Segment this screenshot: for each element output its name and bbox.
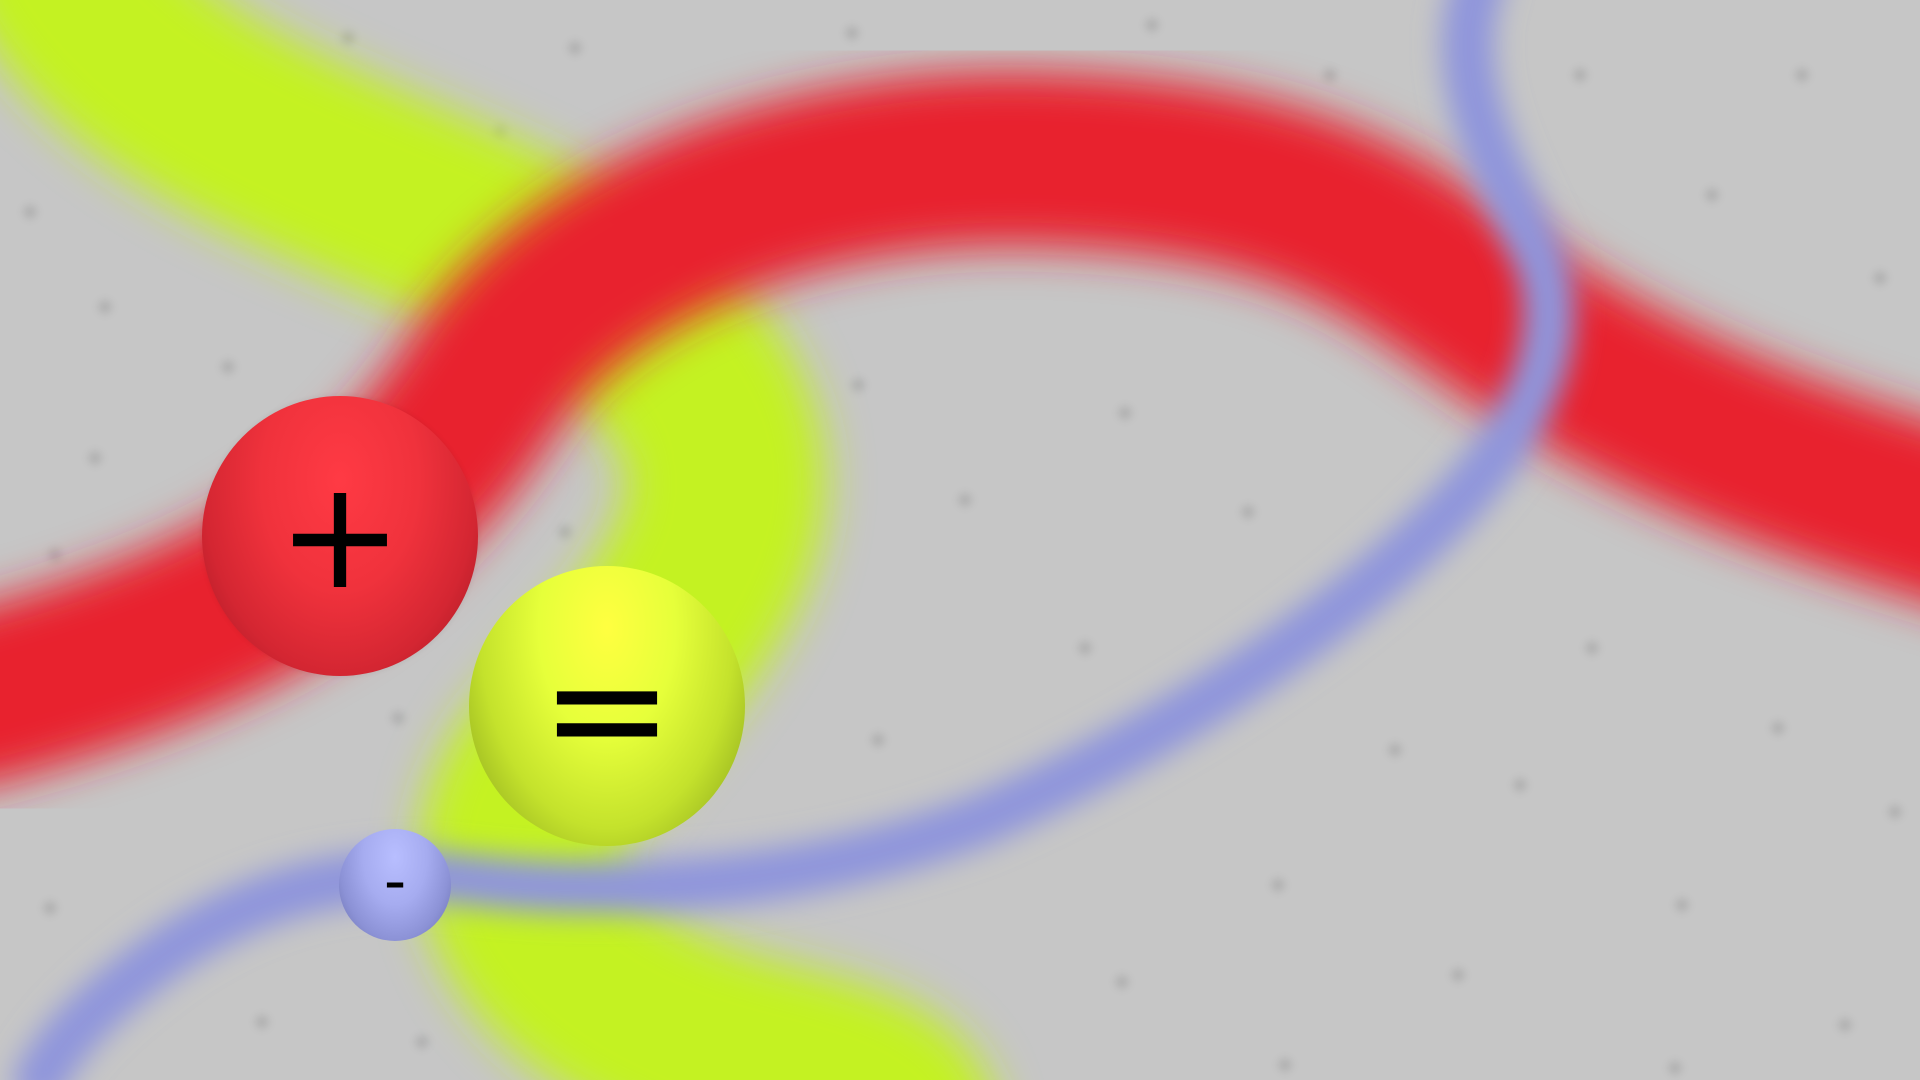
plus-label: +: [277, 449, 403, 623]
minus-label: -: [383, 844, 407, 917]
blue-ribbon: [14, 0, 1575, 1080]
equals-button[interactable]: =: [469, 566, 745, 846]
plus-button[interactable]: +: [202, 396, 478, 676]
equals-label: =: [539, 615, 675, 802]
background-dots: [23, 18, 1902, 1075]
minus-button[interactable]: -: [339, 829, 451, 941]
